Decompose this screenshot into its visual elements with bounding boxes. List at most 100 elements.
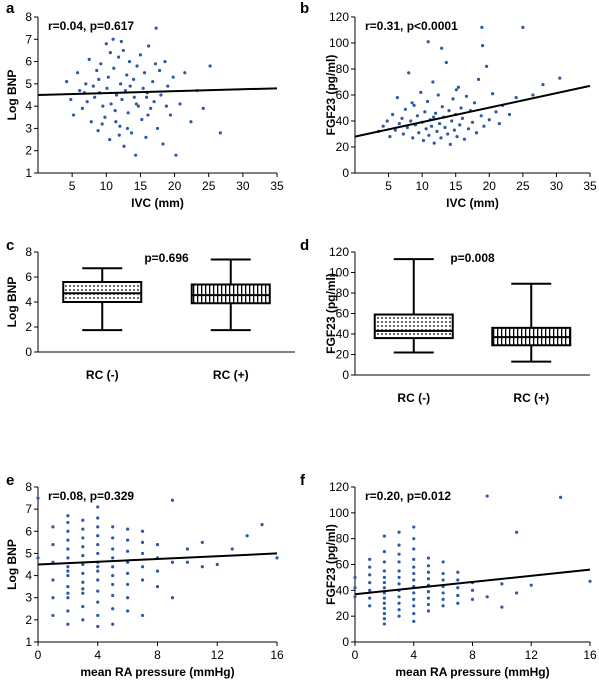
x-axis-label-a: IVC (mm) [131,196,184,210]
panel-letter-c: c [6,237,14,254]
data-point-e [111,525,115,529]
data-point-f [382,569,386,573]
category-label-d: RC (+) [513,391,549,405]
data-point-b [431,80,435,84]
stat-annotation-d: p=0.008 [450,251,495,265]
data-point-a [178,102,182,106]
data-point-f [382,534,386,538]
data-point-f [368,573,372,577]
y-tick-label-a: 1 [25,166,32,180]
data-point-a [135,64,139,68]
x-tick-label-f: 16 [583,648,597,662]
data-point-e [140,578,145,582]
data-point-e [96,542,100,547]
box-c [190,283,271,305]
data-point-a [125,73,129,77]
data-point-f [426,596,431,600]
data-point-f [382,606,386,611]
data-point-e [140,551,145,556]
data-point-a [126,111,130,115]
data-point-f [426,570,431,574]
data-point-b [411,136,415,140]
data-point-b [459,106,463,110]
data-point-b [424,127,428,131]
data-point-e [275,556,279,560]
x-tick-label-f: 0 [352,648,359,662]
data-point-e [66,591,70,595]
data-point-a [114,120,118,124]
stat-annotation-f: r=0.20, p=0.012 [365,489,451,503]
data-point-e [170,560,175,564]
data-point-f [514,591,519,595]
data-point-a [89,120,93,124]
y-tick-label-a: 3 [25,121,32,135]
x-tick-label-a: 20 [168,179,182,193]
data-point-a [141,86,145,90]
data-point-a [138,53,143,57]
x-tick-label-b: 10 [415,179,429,193]
x-tick-label-a: 25 [202,179,216,193]
data-point-b [458,123,462,127]
stat-annotation-a: r=0.04, p=0.617 [48,19,134,33]
data-point-f [382,575,386,580]
data-point-e [96,600,100,604]
data-point-b [462,137,467,141]
y-tick-label-f: 100 [329,506,349,520]
data-point-a [84,82,88,86]
data-point-b [464,94,469,98]
data-point-f [412,619,416,623]
y-tick-label-a: 6 [25,55,32,69]
panel-letter-d: d [300,237,309,254]
y-tick-label-b: 80 [336,62,350,76]
y-tick-label-a: 7 [25,32,32,46]
data-point-f [470,588,475,592]
data-point-a [142,71,147,75]
data-point-b [448,142,452,146]
x-tick-label-f: 4 [410,648,417,662]
data-point-b [393,128,397,132]
data-point-a [159,93,163,97]
data-point-a [146,113,150,117]
regression-line-e [37,552,278,566]
data-point-b [514,96,518,100]
data-point-e [81,571,85,575]
data-point-e [140,565,145,569]
y-tick-label-e: 2 [25,613,32,627]
data-point-e [126,549,130,553]
data-point-a [100,122,104,126]
data-point-b [474,131,479,135]
x-tick-label-a: 5 [69,179,76,193]
data-point-f [412,565,416,569]
data-point-e [96,516,100,520]
data-point-b [456,85,460,89]
data-point-a [134,153,138,157]
data-point-a [108,137,112,142]
y-tick-label-a: 2 [25,144,32,158]
y-tick-label-d: 100 [329,266,349,280]
data-point-f [441,604,445,608]
data-point-f [382,611,386,616]
data-point-e [111,565,115,569]
data-point-a [78,88,82,93]
x-tick-label-e: 4 [94,648,101,662]
data-point-e [66,547,70,551]
data-point-a [136,104,140,108]
data-point-b [472,101,477,105]
data-point-b [405,125,409,130]
data-point-e [111,582,115,587]
data-point-b [391,112,395,117]
data-point-a [71,113,76,117]
x-tick-label-b: 35 [583,179,597,193]
data-point-f [397,575,401,580]
regression-line-a [37,87,278,96]
data-point-f [470,597,475,601]
data-point-a [106,75,110,79]
y-tick-label-e: 7 [25,502,32,516]
data-point-f [412,611,416,616]
data-point-e [140,540,145,544]
data-point-b [400,116,404,120]
data-point-a [123,88,128,93]
category-label-d: RC (-) [397,391,430,405]
data-point-b [407,71,411,75]
data-point-a [155,126,160,131]
